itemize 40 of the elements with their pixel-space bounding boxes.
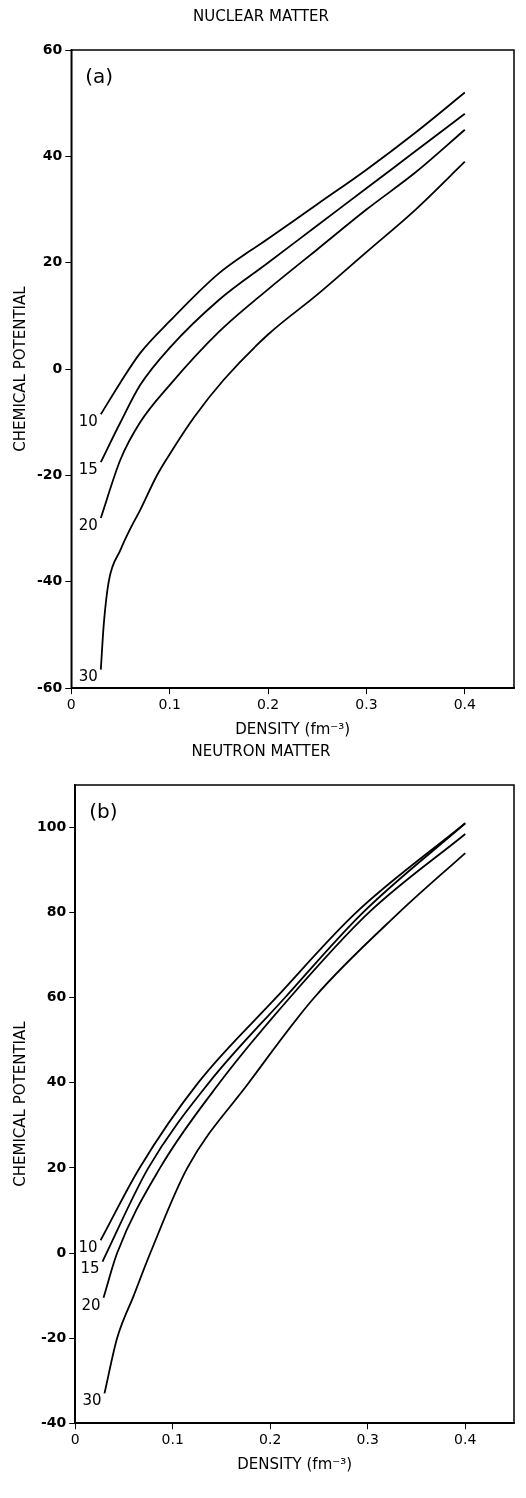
y-tick-label: 0 — [56, 1243, 67, 1260]
series-label: 20 — [81, 1295, 101, 1314]
series-label: 10 — [78, 412, 98, 431]
y-tick-label: 80 — [46, 903, 67, 920]
y-tick-label: 40 — [46, 1073, 67, 1090]
y-tick-label: 20 — [42, 253, 63, 270]
x-tick-label: 0.2 — [259, 1431, 282, 1448]
y-tick-label: 60 — [46, 988, 67, 1005]
chart-title: NUCLEAR MATTER — [193, 6, 329, 25]
x-axis-title: DENSITY (fm⁻³) — [235, 719, 351, 738]
series-label: 10 — [78, 1238, 98, 1257]
y-tick-label: -20 — [40, 1328, 67, 1345]
y-tick-label: -60 — [37, 678, 63, 695]
y-tick-label: 100 — [36, 818, 67, 835]
y-axis-title: CHEMICAL POTENTIAL — [10, 1020, 29, 1187]
series-label: 30 — [78, 667, 98, 686]
annotation: (b) — [89, 799, 118, 824]
x-tick-label: 0.2 — [256, 696, 280, 713]
series-label: 15 — [78, 460, 98, 479]
y-tick-label: -40 — [40, 1413, 67, 1430]
y-axis-title: CHEMICAL POTENTIAL — [10, 285, 29, 452]
y-tick-label: -20 — [37, 466, 63, 483]
x-tick-label: 0.3 — [356, 1431, 379, 1448]
x-axis-title: DENSITY (fm⁻³) — [237, 1454, 353, 1473]
series-label: 15 — [80, 1259, 100, 1278]
y-tick-label: -40 — [37, 572, 63, 589]
x-tick-label: 0.1 — [158, 696, 181, 713]
y-tick-label: 60 — [42, 40, 63, 57]
x-tick-label: 0.3 — [355, 696, 378, 713]
x-tick-label: 0.4 — [454, 1431, 477, 1448]
series-label: 20 — [78, 515, 98, 534]
x-tick-label: 0.1 — [161, 1431, 184, 1448]
annotation: (a) — [85, 64, 114, 89]
y-tick-label: 20 — [46, 1158, 67, 1175]
x-tick-label: 0 — [70, 1431, 80, 1448]
series-label: 30 — [82, 1391, 102, 1410]
y-tick-label: 40 — [42, 147, 63, 164]
x-tick-label: 0.4 — [453, 696, 477, 713]
chart-title: NEUTRON MATTER — [191, 741, 331, 760]
y-tick-label: 0 — [52, 359, 63, 376]
